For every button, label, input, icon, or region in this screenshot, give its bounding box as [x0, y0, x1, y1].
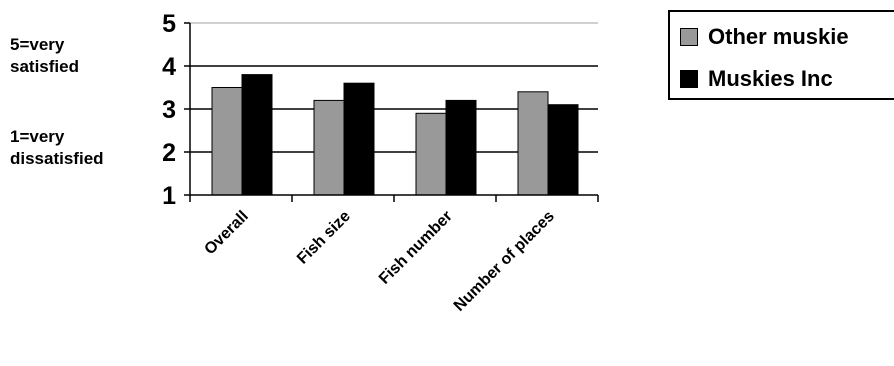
- x-tick-label-2: Fish number: [376, 208, 456, 288]
- bar-muskies-inc-0: [241, 74, 273, 196]
- bar-other-muskie-1: [313, 99, 345, 196]
- y-tick-label-1: 1: [162, 182, 176, 210]
- legend-swatch-muskies-inc: [680, 70, 698, 88]
- y-annotation-top: 5=very satisfied: [10, 34, 79, 78]
- legend: Other muskie Muskies Inc: [668, 10, 894, 100]
- axes: [184, 22, 599, 202]
- bar-other-muskie-3: [517, 91, 549, 196]
- bars: [211, 74, 579, 196]
- x-tick-label-1: Fish size: [294, 208, 354, 268]
- bar-muskies-inc-1: [343, 82, 375, 196]
- legend-item-other-muskie: Other muskie: [680, 24, 849, 50]
- y-tick-label-5: 5: [162, 10, 176, 38]
- legend-swatch-other-muskie: [680, 28, 698, 46]
- legend-item-muskies-inc: Muskies Inc: [680, 66, 833, 92]
- bar-other-muskie-2: [415, 112, 447, 196]
- y-tick-label-3: 3: [162, 96, 176, 124]
- legend-label-other-muskie: Other muskie: [708, 24, 849, 49]
- y-annotation-bottom-line1: 1=very: [10, 127, 65, 146]
- bar-other-muskie-0: [211, 87, 243, 196]
- y-tick-labels: 1 2 3 4 5: [162, 10, 176, 210]
- legend-label-muskies-inc: Muskies Inc: [708, 66, 833, 91]
- y-tick-label-2: 2: [162, 139, 176, 167]
- x-tick-label-3: Number of places: [451, 208, 558, 315]
- y-annotation-bottom-line2: dissatisfied: [10, 149, 104, 168]
- y-annotation-bottom: 1=very dissatisfied: [10, 126, 104, 170]
- bar-muskies-inc-2: [445, 99, 477, 196]
- y-annotation-top-line2: satisfied: [10, 57, 79, 76]
- bar-muskies-inc-3: [547, 104, 579, 196]
- bar-chart: 1 2 3 4 5 Overall Fish size Fish numberNumber …: [162, 10, 599, 315]
- y-tick-label-4: 4: [162, 53, 176, 81]
- x-tick-label-0: Overall: [201, 208, 251, 258]
- y-annotation-top-line1: 5=very: [10, 35, 65, 54]
